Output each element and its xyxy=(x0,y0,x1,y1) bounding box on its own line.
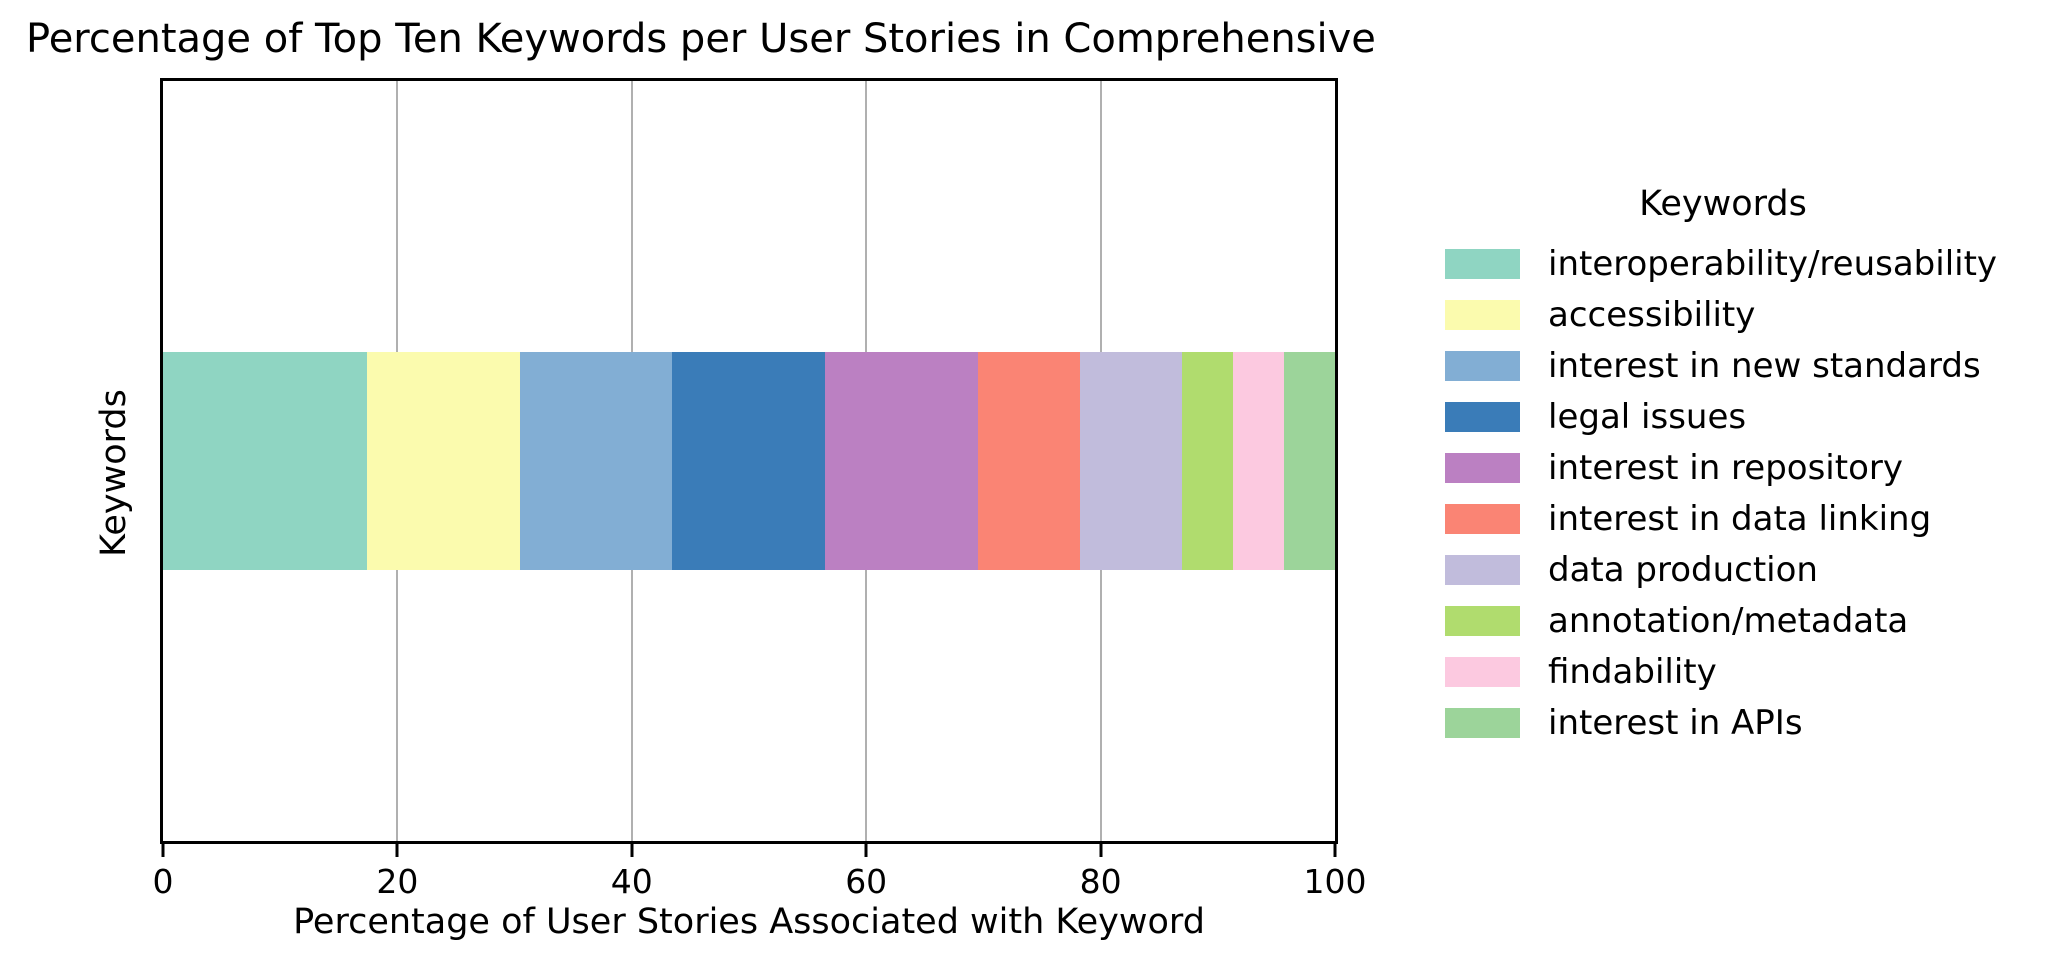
legend-label-0: interoperability/reusability xyxy=(1548,243,1998,284)
legend-label-6: data production xyxy=(1548,549,1818,590)
legend-swatch-2 xyxy=(1445,350,1520,381)
legend-row-6: data production xyxy=(1445,544,1917,595)
legend-label-8: findability xyxy=(1548,651,1717,692)
bar-segment-0 xyxy=(163,352,367,570)
legend-row-0: interoperability/reusability xyxy=(1445,238,1997,289)
x-tick-label-40: 40 xyxy=(610,862,653,901)
legend-row-2: interest in new standards xyxy=(1445,340,1981,391)
x-tick-mark-0 xyxy=(161,844,165,857)
legend-label-2: interest in new standards xyxy=(1548,345,1981,386)
x-tick-label-20: 20 xyxy=(376,862,419,901)
bar-segment-1 xyxy=(366,352,520,570)
legend-label-1: accessibility xyxy=(1548,294,1756,335)
legend-row-7: annotation/metadata xyxy=(1445,595,1917,646)
legend-row-1: accessibility xyxy=(1445,289,1917,340)
legend-row-5: interest in data linking xyxy=(1445,493,1931,544)
bar-segment-3 xyxy=(672,352,826,570)
legend-row-4: interest in repository xyxy=(1445,442,1917,493)
bar-segment-7 xyxy=(1182,352,1234,570)
legend-label-4: interest in repository xyxy=(1548,447,1903,488)
legend-swatch-5 xyxy=(1445,503,1520,534)
legend-swatch-1 xyxy=(1445,299,1520,330)
legend-label-7: annotation/metadata xyxy=(1548,600,1909,641)
legend-row-3: legal issues xyxy=(1445,391,1917,442)
legend-swatch-3 xyxy=(1445,401,1520,432)
x-tick-mark-80 xyxy=(1099,844,1103,857)
bar-segment-5 xyxy=(978,352,1081,570)
x-tick-label-80: 80 xyxy=(1079,862,1122,901)
bar-segment-9 xyxy=(1284,352,1336,570)
bar-segment-8 xyxy=(1233,352,1285,570)
legend-row-9: interest in APIs xyxy=(1445,697,1917,748)
x-tick-label-100: 100 xyxy=(1303,862,1367,901)
legend-swatch-8 xyxy=(1445,656,1520,687)
legend-items: interoperability/reusability accessibilit… xyxy=(1445,238,1997,748)
x-tick-label-0: 0 xyxy=(152,862,174,901)
legend-swatch-7 xyxy=(1445,605,1520,636)
legend-label-9: interest in APIs xyxy=(1548,702,1803,743)
x-tick-mark-40 xyxy=(630,844,634,857)
bar-segment-4 xyxy=(825,352,979,570)
legend-row-8: findability xyxy=(1445,646,1917,697)
legend-swatch-6 xyxy=(1445,554,1520,585)
x-tick-label-60: 60 xyxy=(845,862,888,901)
x-tick-mark-60 xyxy=(864,844,868,857)
x-tick-mark-100 xyxy=(1333,844,1337,857)
bar-segment-2 xyxy=(519,352,673,570)
legend-swatch-0 xyxy=(1445,248,1520,279)
legend: Keywords interoperability/reusability acc… xyxy=(1445,181,1997,748)
x-tick-mark-20 xyxy=(395,844,399,857)
plot-area xyxy=(160,78,1338,844)
bar-segment-6 xyxy=(1080,352,1183,570)
legend-swatch-4 xyxy=(1445,452,1520,483)
legend-label-3: legal issues xyxy=(1548,396,1747,437)
y-axis-label: Keywords xyxy=(94,389,134,557)
legend-swatch-9 xyxy=(1445,707,1520,738)
chart-title: Percentage of Top Ten Keywords per User … xyxy=(26,16,1376,62)
stacked-bar xyxy=(163,352,1336,570)
legend-label-5: interest in data linking xyxy=(1548,498,1932,539)
x-axis-label: Percentage of User Stories Associated wi… xyxy=(293,902,1205,942)
legend-title: Keywords xyxy=(1639,184,1807,224)
